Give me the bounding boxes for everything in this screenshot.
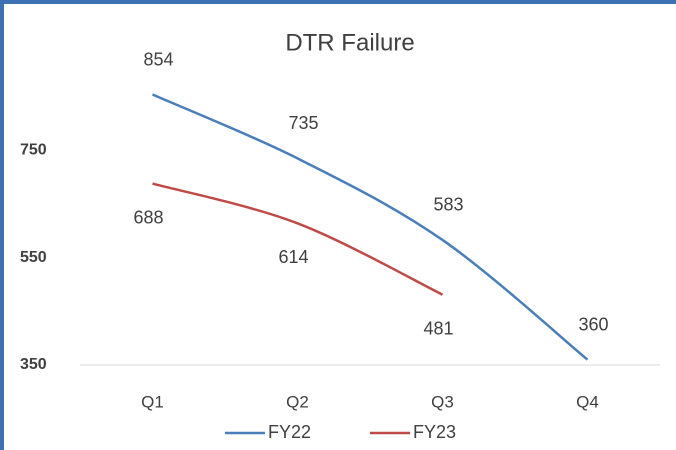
x-tick-label: Q1 [141,392,164,411]
data-label: 583 [433,195,463,215]
legend-label: FY23 [413,422,456,442]
x-tick-label: Q3 [431,392,454,411]
legend-label: FY22 [268,422,311,442]
x-tick-label: Q4 [576,392,599,411]
data-label: 854 [143,49,173,69]
data-label: 735 [288,113,318,133]
data-label: 481 [423,318,453,338]
data-label: 360 [578,314,608,334]
x-tick-label: Q2 [286,392,309,411]
y-tick-label: 350 [20,356,47,373]
series-line [152,182,444,296]
data-label: 614 [278,247,308,267]
y-tick-label: 750 [20,142,47,159]
chart-title: DTR Failure [285,29,414,56]
series-line [151,93,589,361]
data-label: 688 [133,207,163,227]
y-tick-label: 550 [20,249,47,266]
